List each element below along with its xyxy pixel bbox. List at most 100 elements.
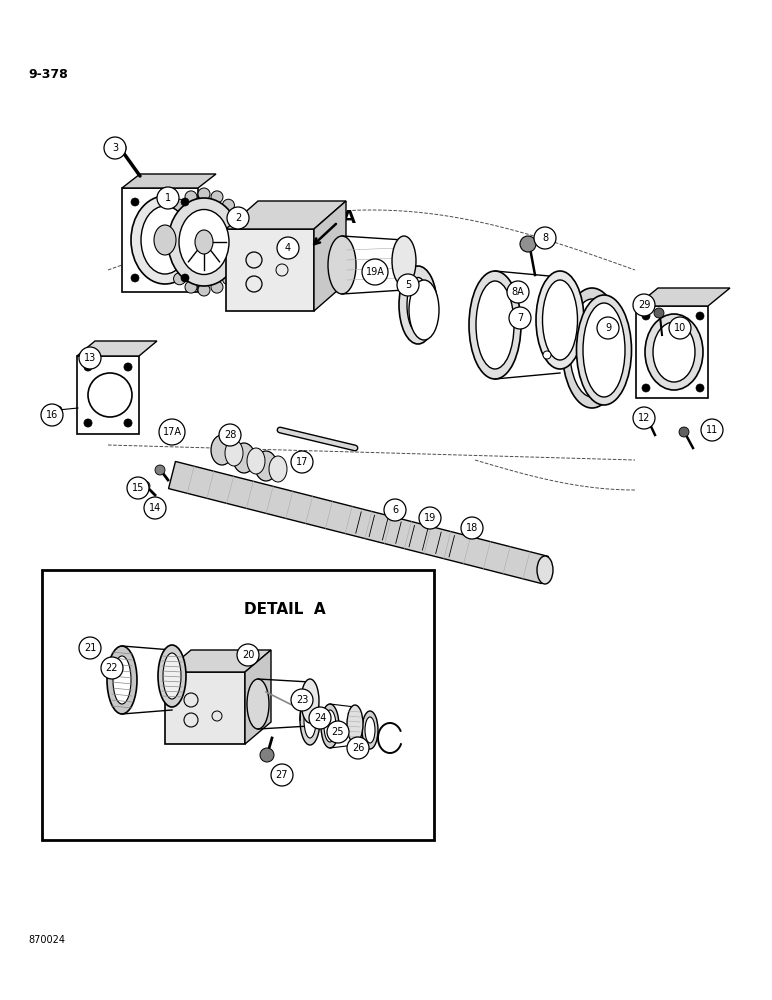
Circle shape (79, 347, 101, 369)
Ellipse shape (476, 281, 514, 369)
Ellipse shape (409, 280, 439, 340)
Circle shape (41, 404, 63, 426)
Circle shape (654, 308, 664, 318)
Polygon shape (245, 650, 271, 744)
Text: 3: 3 (112, 143, 118, 153)
Circle shape (642, 312, 650, 320)
Text: 21: 21 (84, 643, 96, 653)
Circle shape (384, 499, 406, 521)
Ellipse shape (583, 303, 625, 397)
Text: 6: 6 (392, 505, 398, 515)
Text: 10: 10 (674, 323, 686, 333)
Text: 20: 20 (242, 650, 254, 660)
Ellipse shape (235, 244, 247, 256)
Circle shape (679, 427, 689, 437)
Ellipse shape (154, 225, 176, 255)
Ellipse shape (347, 705, 363, 743)
Circle shape (277, 237, 299, 259)
Circle shape (79, 637, 101, 659)
Ellipse shape (163, 653, 181, 699)
Ellipse shape (107, 646, 137, 714)
Text: 29: 29 (638, 300, 650, 310)
Ellipse shape (165, 212, 177, 224)
Ellipse shape (161, 228, 173, 240)
Ellipse shape (543, 280, 577, 360)
Text: 9: 9 (605, 323, 611, 333)
Text: 14: 14 (149, 503, 161, 513)
Circle shape (181, 274, 189, 282)
Ellipse shape (543, 351, 551, 359)
Ellipse shape (269, 456, 287, 482)
Text: 2: 2 (235, 213, 241, 223)
Ellipse shape (174, 199, 185, 211)
Circle shape (461, 517, 483, 539)
Ellipse shape (536, 271, 584, 369)
Circle shape (159, 419, 185, 445)
Circle shape (84, 363, 92, 371)
Text: 4: 4 (285, 243, 291, 253)
Ellipse shape (131, 196, 199, 284)
Circle shape (633, 294, 655, 316)
Ellipse shape (577, 295, 631, 405)
Ellipse shape (399, 266, 437, 344)
Ellipse shape (211, 191, 223, 203)
Text: 24: 24 (313, 713, 327, 723)
Ellipse shape (158, 645, 186, 707)
Text: 28: 28 (224, 430, 236, 440)
Text: 18: 18 (466, 523, 478, 533)
Polygon shape (314, 201, 346, 311)
Text: 23: 23 (296, 695, 308, 705)
Text: 11: 11 (706, 425, 718, 435)
Circle shape (271, 764, 293, 786)
Text: 870024: 870024 (28, 935, 65, 945)
Ellipse shape (562, 288, 622, 408)
Ellipse shape (365, 717, 375, 743)
Text: 9-378: 9-378 (28, 68, 68, 81)
Circle shape (397, 274, 419, 296)
Bar (77, 356, 139, 434)
Ellipse shape (211, 435, 233, 465)
Ellipse shape (185, 191, 197, 203)
Ellipse shape (231, 260, 243, 272)
Ellipse shape (300, 695, 320, 745)
Ellipse shape (174, 273, 185, 285)
Polygon shape (122, 174, 216, 188)
Text: 19A: 19A (366, 267, 384, 277)
Text: 22: 22 (106, 663, 118, 673)
Circle shape (155, 465, 165, 475)
Text: 13: 13 (84, 353, 96, 363)
Ellipse shape (161, 244, 173, 256)
Text: 17A: 17A (162, 427, 181, 437)
Ellipse shape (198, 284, 210, 296)
Text: 5: 5 (405, 280, 411, 290)
Polygon shape (226, 201, 346, 229)
Circle shape (642, 384, 650, 392)
Ellipse shape (222, 199, 235, 211)
Text: 8: 8 (542, 233, 548, 243)
Text: ×: × (532, 237, 538, 243)
Ellipse shape (225, 440, 243, 466)
Ellipse shape (328, 236, 356, 294)
Ellipse shape (233, 443, 255, 473)
Circle shape (597, 317, 619, 339)
Circle shape (362, 259, 388, 285)
Text: 26: 26 (352, 743, 364, 753)
Ellipse shape (195, 230, 213, 254)
Ellipse shape (231, 212, 243, 224)
Text: 27: 27 (276, 770, 288, 780)
Ellipse shape (141, 206, 189, 274)
Circle shape (127, 477, 149, 499)
Circle shape (54, 406, 62, 414)
Circle shape (140, 481, 150, 491)
Text: 1: 1 (165, 193, 171, 203)
Circle shape (669, 317, 691, 339)
Ellipse shape (392, 236, 416, 286)
Circle shape (131, 274, 139, 282)
Ellipse shape (235, 228, 247, 240)
Polygon shape (77, 341, 157, 356)
Polygon shape (168, 461, 548, 584)
Circle shape (419, 507, 441, 529)
Ellipse shape (179, 210, 229, 274)
Ellipse shape (255, 451, 277, 481)
Circle shape (347, 737, 369, 759)
